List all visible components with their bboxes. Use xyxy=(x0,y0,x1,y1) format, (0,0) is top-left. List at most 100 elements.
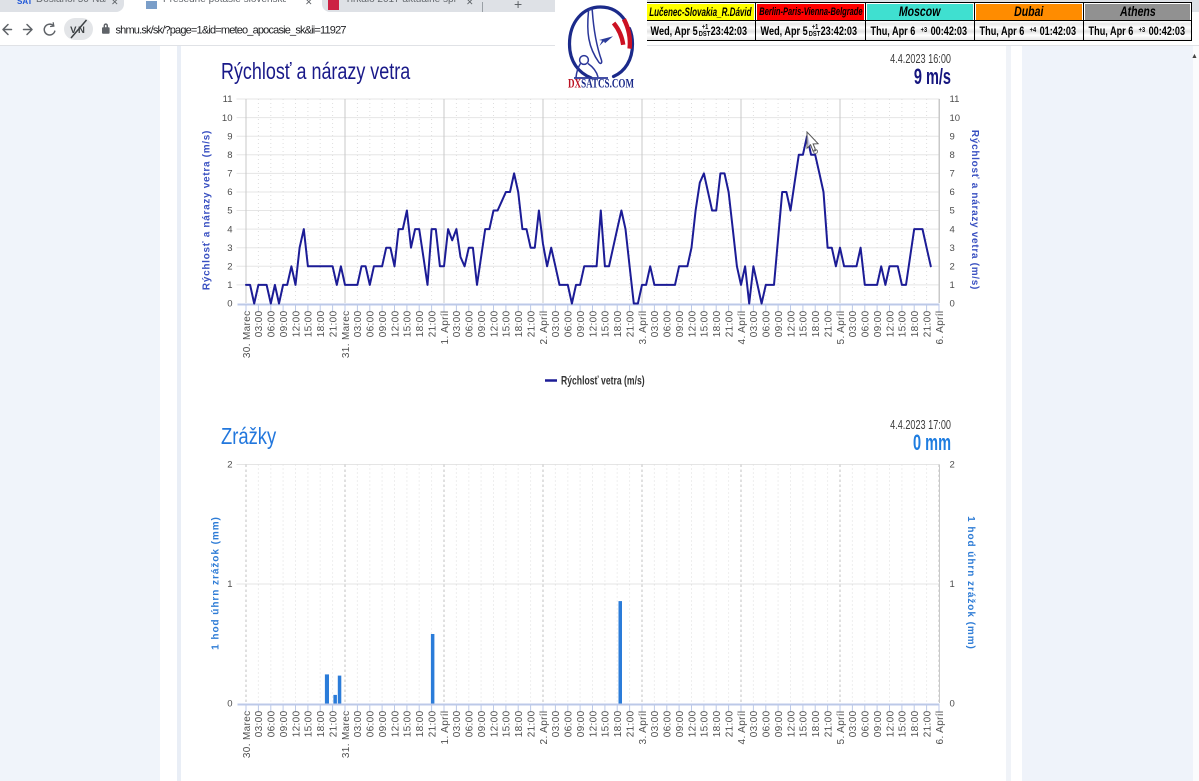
svg-text:Rýchlosť a nárazy vetra (m/s): Rýchlosť a nárazy vetra (m/s) xyxy=(969,130,980,290)
svg-text:21:00: 21:00 xyxy=(427,310,438,337)
svg-text:21:00: 21:00 xyxy=(625,710,636,737)
svg-text:21:00: 21:00 xyxy=(427,710,438,737)
svg-text:18:00: 18:00 xyxy=(613,710,624,737)
svg-text:9: 9 xyxy=(950,131,955,142)
svg-text:15:00: 15:00 xyxy=(403,310,414,337)
svg-text:0: 0 xyxy=(227,299,232,310)
svg-text:21:00: 21:00 xyxy=(922,710,933,737)
svg-text:03:00: 03:00 xyxy=(353,710,364,737)
svg-text:2. Apríl: 2. Apríl xyxy=(539,311,550,345)
svg-text:09:00: 09:00 xyxy=(675,310,686,337)
svg-text:12:00: 12:00 xyxy=(687,310,698,337)
svg-text:12:00: 12:00 xyxy=(588,310,599,337)
svg-text:shmu.sk/sk/?page=1&id=meteo_ap: shmu.sk/sk/?page=1&id=meteo_apocasie_sk&… xyxy=(116,24,347,36)
svg-text:18:00: 18:00 xyxy=(811,310,822,337)
svg-text:06:00: 06:00 xyxy=(366,310,377,337)
svg-text:03:00: 03:00 xyxy=(749,310,760,337)
svg-text:7: 7 xyxy=(950,169,955,180)
svg-text:4: 4 xyxy=(950,224,955,235)
svg-text:12:00: 12:00 xyxy=(786,710,797,737)
svg-text:21:00: 21:00 xyxy=(724,310,735,337)
svg-text:09:00: 09:00 xyxy=(675,710,686,737)
svg-text:15:00: 15:00 xyxy=(601,310,612,337)
svg-text:Rýchlosť vetra (m/s): Rýchlosť vetra (m/s) xyxy=(561,375,645,387)
svg-text:12:00: 12:00 xyxy=(489,310,500,337)
svg-text:03:00: 03:00 xyxy=(551,710,562,737)
svg-text:09:00: 09:00 xyxy=(378,710,389,737)
svg-text:21:00: 21:00 xyxy=(724,710,735,737)
svg-text:9: 9 xyxy=(227,131,232,142)
svg-text:03:00: 03:00 xyxy=(848,710,859,737)
svg-text:12:00: 12:00 xyxy=(885,310,896,337)
svg-text:2: 2 xyxy=(950,262,955,273)
svg-text:09:00: 09:00 xyxy=(774,710,785,737)
svg-text:2: 2 xyxy=(227,460,232,471)
svg-text:12:00: 12:00 xyxy=(687,710,698,737)
svg-text:18:00: 18:00 xyxy=(415,710,426,737)
svg-text:09:00: 09:00 xyxy=(576,310,587,337)
svg-text:6. Apríl: 6. Apríl xyxy=(935,311,946,345)
svg-text:31. Marec: 31. Marec xyxy=(341,711,352,759)
svg-text:18:00: 18:00 xyxy=(613,310,624,337)
svg-text:06:00: 06:00 xyxy=(762,310,773,337)
svg-text:1: 1 xyxy=(950,579,955,590)
svg-text:5. Apríl: 5. Apríl xyxy=(836,711,847,745)
svg-text:12:00: 12:00 xyxy=(885,710,896,737)
svg-text:06:00: 06:00 xyxy=(663,710,674,737)
svg-text:09:00: 09:00 xyxy=(873,310,884,337)
svg-text:03:00: 03:00 xyxy=(650,710,661,737)
svg-text:10: 10 xyxy=(222,113,233,124)
svg-text:06:00: 06:00 xyxy=(267,710,278,737)
svg-text:18:00: 18:00 xyxy=(910,310,921,337)
svg-text:15:00: 15:00 xyxy=(700,310,711,337)
svg-text:21:00: 21:00 xyxy=(823,710,834,737)
svg-text:3: 3 xyxy=(227,243,232,254)
svg-text:15:00: 15:00 xyxy=(601,710,612,737)
svg-text:06:00: 06:00 xyxy=(366,710,377,737)
svg-text:31. Marec: 31. Marec xyxy=(341,311,352,359)
svg-text:15:00: 15:00 xyxy=(799,310,810,337)
svg-text:15:00: 15:00 xyxy=(799,710,810,737)
svg-text:3: 3 xyxy=(950,243,955,254)
svg-text:03:00: 03:00 xyxy=(551,310,562,337)
svg-text:09:00: 09:00 xyxy=(279,710,290,737)
svg-text:18:00: 18:00 xyxy=(316,710,327,737)
svg-text:6: 6 xyxy=(227,187,232,198)
svg-text:12:00: 12:00 xyxy=(489,710,500,737)
svg-text:3. Apríl: 3. Apríl xyxy=(638,311,649,345)
svg-text:12:00: 12:00 xyxy=(291,710,302,737)
svg-text:8: 8 xyxy=(950,150,955,161)
svg-text:15:00: 15:00 xyxy=(403,710,414,737)
svg-text:1 hod úhrn zrážok (mm): 1 hod úhrn zrážok (mm) xyxy=(965,516,976,650)
svg-text:06:00: 06:00 xyxy=(564,310,575,337)
svg-text:09:00: 09:00 xyxy=(477,710,488,737)
svg-text:03:00: 03:00 xyxy=(353,310,364,337)
svg-text:4. Apríl: 4. Apríl xyxy=(737,311,748,345)
svg-text:06:00: 06:00 xyxy=(267,310,278,337)
svg-text:6: 6 xyxy=(950,187,955,198)
svg-text:18:00: 18:00 xyxy=(316,310,327,337)
svg-text:15:00: 15:00 xyxy=(502,310,513,337)
svg-text:21:00: 21:00 xyxy=(526,310,537,337)
svg-text:09:00: 09:00 xyxy=(576,710,587,737)
svg-text:21:00: 21:00 xyxy=(922,310,933,337)
svg-text:03:00: 03:00 xyxy=(749,710,760,737)
svg-text:09:00: 09:00 xyxy=(477,310,488,337)
svg-text:12:00: 12:00 xyxy=(786,310,797,337)
svg-text:21:00: 21:00 xyxy=(526,710,537,737)
svg-text:09:00: 09:00 xyxy=(774,310,785,337)
svg-text:2. Apríl: 2. Apríl xyxy=(539,711,550,745)
svg-text:DXSATCS.COM: DXSATCS.COM xyxy=(568,76,634,91)
svg-text:18:00: 18:00 xyxy=(712,710,723,737)
svg-text:6. Apríl: 6. Apríl xyxy=(935,711,946,745)
svg-text:15:00: 15:00 xyxy=(898,310,909,337)
svg-text:09:00: 09:00 xyxy=(873,710,884,737)
svg-text:30. Marec: 30. Marec xyxy=(242,311,253,359)
svg-text:21:00: 21:00 xyxy=(328,310,339,337)
svg-text:10: 10 xyxy=(950,113,961,124)
svg-text:03:00: 03:00 xyxy=(254,710,265,737)
svg-text:03:00: 03:00 xyxy=(452,310,463,337)
svg-text:15:00: 15:00 xyxy=(898,710,909,737)
svg-text:18:00: 18:00 xyxy=(415,310,426,337)
svg-text:5: 5 xyxy=(950,206,955,217)
